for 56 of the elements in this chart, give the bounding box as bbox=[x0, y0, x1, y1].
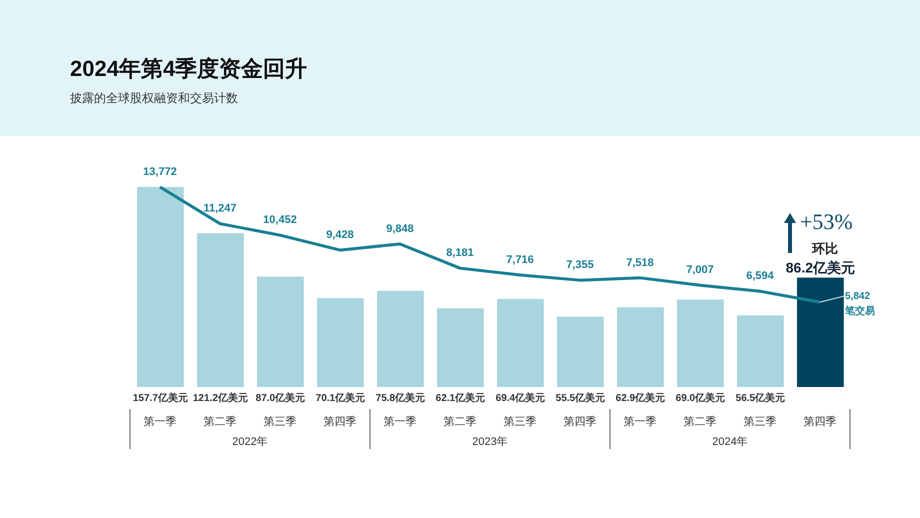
data-label: 87.0亿美元 bbox=[256, 392, 306, 404]
bar bbox=[617, 307, 664, 387]
data-label: 7,716 bbox=[506, 254, 534, 266]
text: 2024年 bbox=[712, 436, 748, 448]
bar bbox=[137, 187, 184, 387]
data-label: 6,594 bbox=[746, 270, 775, 282]
x-tick-label: 第一季 bbox=[144, 414, 176, 428]
bar bbox=[557, 316, 604, 387]
chart-title: 2024年第4季度资金回升 bbox=[70, 55, 308, 83]
data-label: 75.8亿美元 bbox=[376, 392, 426, 404]
data-label: 13,772 bbox=[143, 166, 177, 178]
data-label: 69.0亿美元 bbox=[676, 392, 726, 404]
data-label: 70.1亿美元 bbox=[316, 392, 366, 404]
data-label: 8,181 bbox=[446, 247, 474, 260]
data-label: 69.4亿美元 bbox=[496, 392, 546, 404]
data-label: 10,452 bbox=[263, 214, 297, 226]
bar bbox=[317, 298, 364, 387]
bar bbox=[437, 308, 484, 387]
x-tick-label: 第三季 bbox=[264, 414, 296, 428]
x-tick-label: 第二季 bbox=[684, 414, 716, 428]
data-label: 9,428 bbox=[326, 229, 354, 242]
annotation: +53% bbox=[800, 209, 853, 235]
x-tick-label: 第二季 bbox=[204, 414, 236, 428]
text: 2023年 bbox=[472, 436, 508, 448]
data-label: 9,848 bbox=[386, 222, 414, 235]
bar bbox=[377, 290, 424, 387]
data-label: 157.7亿美元 bbox=[132, 392, 188, 404]
bar bbox=[737, 315, 784, 387]
bar bbox=[677, 299, 724, 387]
x-tick-label: 第一季 bbox=[384, 414, 416, 428]
x-tick-label: 第二季 bbox=[444, 414, 476, 428]
bar bbox=[257, 276, 304, 387]
data-label: 62.1亿美元 bbox=[436, 392, 486, 404]
x-tick-label: 第三季 bbox=[504, 414, 536, 428]
x-tick-label: 第一季 bbox=[624, 414, 656, 428]
data-label: 5,842 bbox=[845, 291, 870, 302]
bar bbox=[797, 278, 844, 387]
annotation: 环比 bbox=[812, 240, 838, 258]
x-tick-label: 第四季 bbox=[564, 414, 596, 428]
data-label: 7,007 bbox=[686, 264, 714, 276]
data-label: 62.9亿美元 bbox=[616, 392, 666, 404]
x-tick-label: 第四季 bbox=[324, 414, 356, 428]
annotation: 笔交易 bbox=[844, 305, 875, 318]
data-label: 56.5亿美元 bbox=[736, 392, 786, 404]
bar bbox=[497, 298, 544, 387]
data-label: 86.2亿美元 bbox=[786, 260, 856, 276]
text: 2022年 bbox=[232, 436, 268, 448]
data-label: 55.5亿美元 bbox=[556, 392, 606, 404]
x-tick-label: 第三季 bbox=[744, 414, 776, 428]
data-label: 11,247 bbox=[203, 202, 237, 215]
bar bbox=[197, 233, 244, 387]
data-label: 7,518 bbox=[626, 256, 654, 269]
chart-subtitle: 披露的全球股权融资和交易计数 bbox=[70, 90, 238, 107]
x-tick-label: 第四季 bbox=[804, 414, 836, 428]
data-label: 7,355 bbox=[566, 259, 594, 272]
data-label: 121.2亿美元 bbox=[192, 392, 248, 404]
